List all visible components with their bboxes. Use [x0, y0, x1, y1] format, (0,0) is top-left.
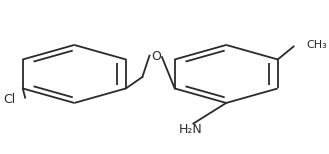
Text: CH₃: CH₃: [306, 40, 327, 50]
Text: O: O: [151, 50, 161, 63]
Text: Cl: Cl: [3, 93, 15, 106]
Text: H₂N: H₂N: [178, 123, 202, 136]
